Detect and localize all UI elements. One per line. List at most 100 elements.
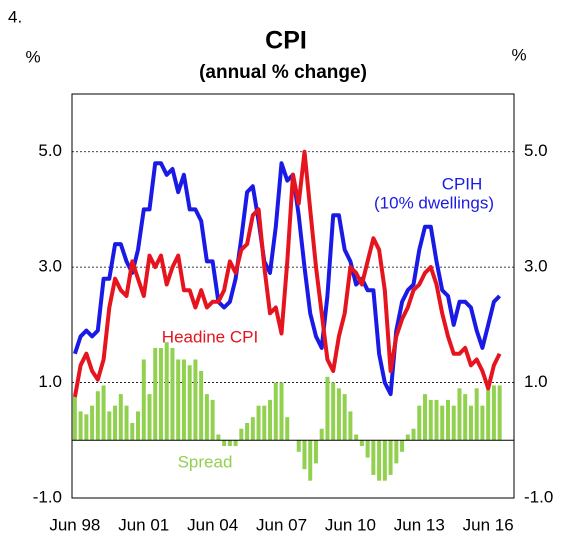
bar bbox=[497, 385, 502, 441]
line-series bbox=[73, 161, 502, 397]
bar bbox=[365, 440, 370, 458]
chart-subtitle: (annual % change) bbox=[199, 62, 367, 83]
bar bbox=[176, 359, 181, 441]
bar bbox=[170, 347, 175, 441]
bar bbox=[101, 385, 106, 441]
y2-tick-label: 5.0 bbox=[524, 141, 548, 160]
bar bbox=[348, 411, 353, 441]
chart-title: CPI bbox=[265, 27, 307, 55]
x-tick-label: Jun 98 bbox=[49, 515, 100, 534]
bar bbox=[400, 440, 405, 452]
bar bbox=[302, 440, 307, 470]
bar bbox=[336, 388, 341, 441]
bar bbox=[331, 382, 336, 441]
bar bbox=[262, 405, 267, 441]
bar bbox=[233, 440, 238, 447]
bar bbox=[268, 399, 273, 441]
y-axis-label: % bbox=[25, 47, 40, 66]
annotation: (10% dwellings) bbox=[374, 193, 494, 212]
series-label: Headine CPI bbox=[162, 327, 258, 346]
bar bbox=[394, 440, 399, 464]
y2-tick-label: -1.0 bbox=[524, 487, 553, 506]
bar bbox=[187, 365, 192, 441]
y-tick-label: -1.0 bbox=[33, 487, 62, 506]
bar bbox=[313, 440, 318, 464]
y2-tick-label: 3.0 bbox=[524, 257, 548, 276]
bar bbox=[95, 391, 100, 441]
bar bbox=[296, 440, 301, 452]
bar bbox=[216, 434, 221, 441]
bar bbox=[107, 411, 112, 441]
line-series bbox=[72, 149, 502, 398]
series-label: Spread bbox=[178, 452, 233, 471]
y-tick-label: 5.0 bbox=[38, 141, 62, 160]
bar bbox=[124, 405, 129, 441]
bar bbox=[222, 440, 227, 447]
bar bbox=[153, 347, 158, 441]
series-label: CPIH bbox=[442, 174, 483, 193]
bar bbox=[227, 440, 232, 447]
bar bbox=[273, 382, 278, 441]
bar bbox=[279, 382, 284, 441]
bar bbox=[325, 376, 330, 441]
bar bbox=[371, 440, 376, 475]
bar bbox=[354, 434, 359, 441]
bar bbox=[342, 394, 347, 441]
bar bbox=[78, 411, 83, 441]
bar bbox=[239, 428, 244, 441]
bar bbox=[440, 405, 445, 441]
bar bbox=[377, 440, 382, 481]
bar bbox=[405, 434, 410, 441]
bar bbox=[130, 422, 135, 441]
x-tick-label: Jun 10 bbox=[325, 515, 376, 534]
bar bbox=[164, 342, 169, 441]
bar bbox=[463, 394, 468, 441]
bar bbox=[388, 440, 393, 475]
x-tick-label: Jun 04 bbox=[187, 515, 238, 534]
bar bbox=[141, 359, 146, 441]
bar bbox=[428, 399, 433, 441]
bar bbox=[72, 397, 77, 441]
y-tick-label: 1.0 bbox=[38, 372, 62, 391]
bar bbox=[491, 385, 496, 441]
bar bbox=[158, 347, 163, 441]
bar bbox=[118, 394, 123, 441]
bar bbox=[319, 428, 324, 441]
bar bbox=[136, 411, 141, 441]
bar bbox=[245, 422, 250, 441]
bar bbox=[451, 405, 456, 441]
bar bbox=[199, 371, 204, 441]
bar bbox=[480, 405, 485, 441]
bar bbox=[417, 405, 422, 441]
bar bbox=[308, 440, 313, 481]
bar bbox=[359, 440, 364, 447]
y2-tick-label: 1.0 bbox=[524, 372, 548, 391]
bar bbox=[474, 388, 479, 441]
y-tick-label: 3.0 bbox=[38, 257, 62, 276]
figure-number: 4. bbox=[8, 7, 22, 26]
bar bbox=[181, 359, 186, 441]
bar bbox=[147, 394, 152, 441]
bar bbox=[90, 405, 95, 441]
bar bbox=[434, 399, 439, 441]
bar bbox=[250, 417, 255, 441]
bar bbox=[84, 414, 89, 441]
bar bbox=[445, 399, 450, 441]
bar bbox=[457, 388, 462, 441]
bar bbox=[210, 399, 215, 441]
bar bbox=[285, 417, 290, 441]
bar bbox=[423, 394, 428, 441]
x-tick-label: Jun 16 bbox=[463, 515, 514, 534]
plot-frame bbox=[71, 93, 515, 499]
y2-axis-label: % bbox=[511, 45, 526, 64]
x-tick-label: Jun 07 bbox=[256, 515, 307, 534]
bar bbox=[256, 405, 261, 441]
x-tick-label: Jun 01 bbox=[118, 515, 169, 534]
bar bbox=[204, 394, 209, 441]
bar bbox=[382, 440, 387, 481]
bar bbox=[113, 405, 118, 441]
bar bbox=[411, 428, 416, 441]
bar bbox=[486, 388, 491, 441]
bar bbox=[193, 359, 198, 441]
